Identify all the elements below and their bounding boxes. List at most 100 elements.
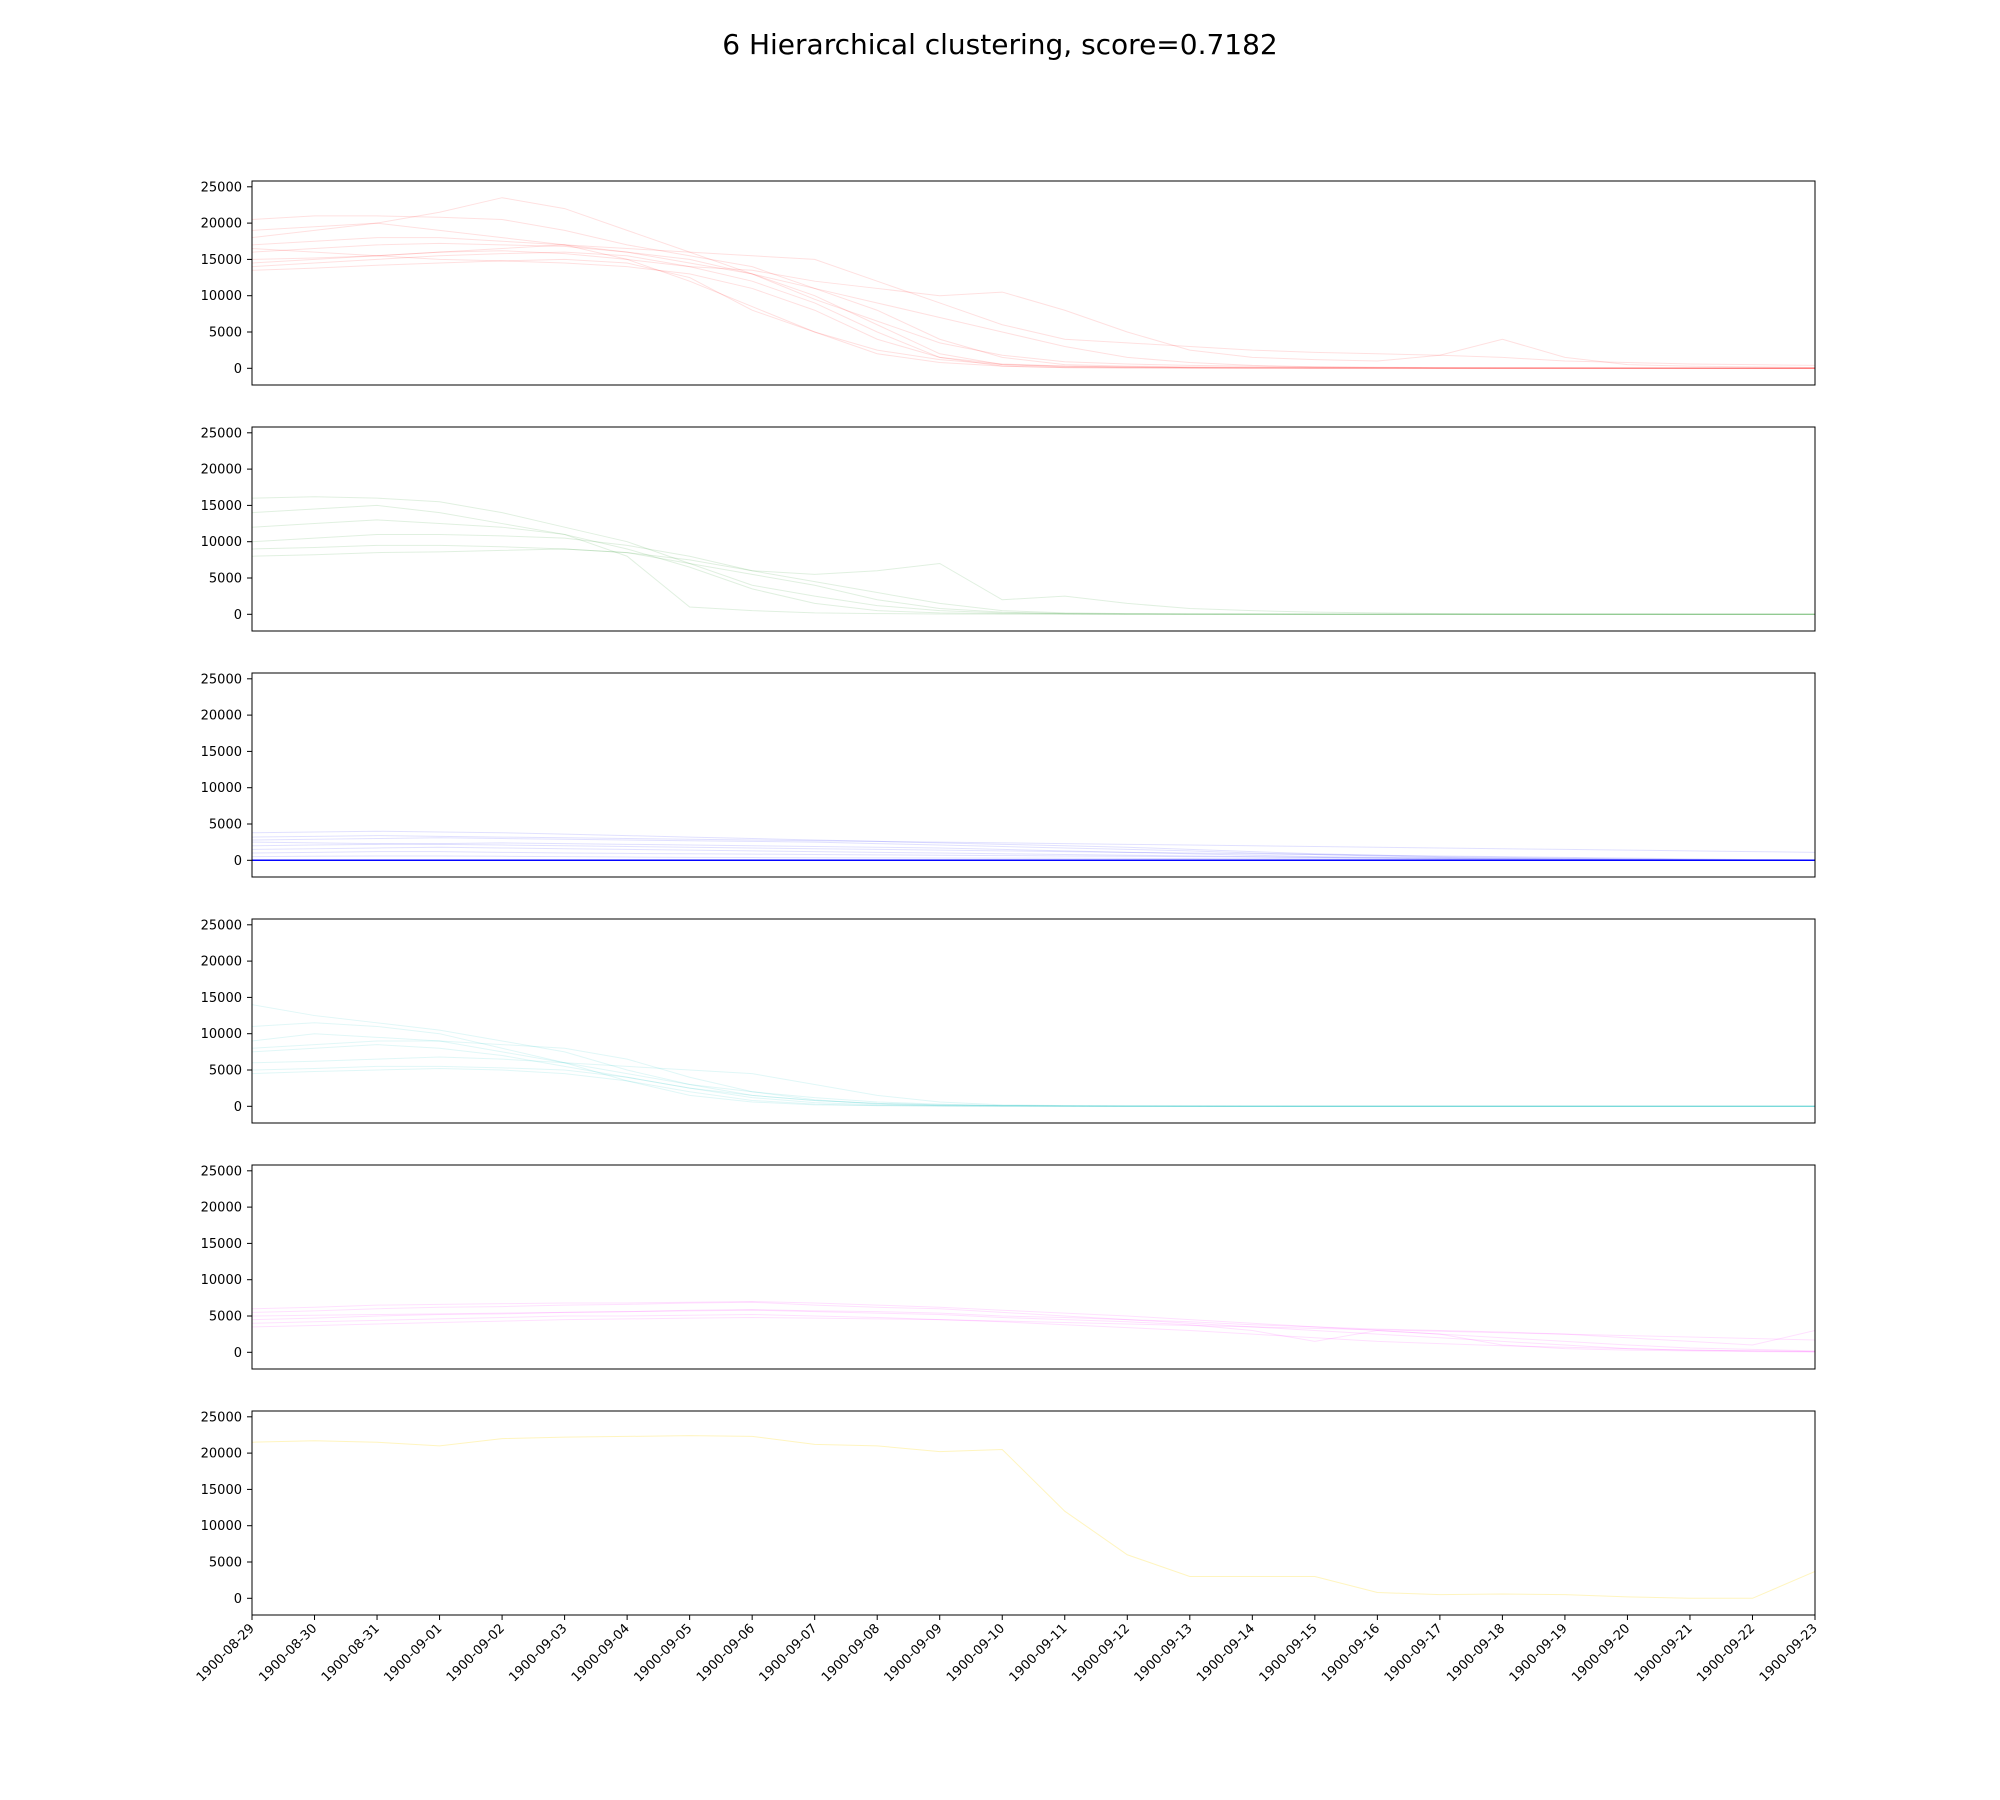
panel-2: 0 5000 10000 15000 20000 25000	[201, 426, 1816, 632]
y-tick-label: 15000	[201, 991, 242, 1006]
y-tick-label: 5000	[209, 818, 242, 833]
series-line	[251, 855, 1816, 861]
series-line	[251, 258, 1815, 369]
series-line	[251, 244, 1815, 369]
y-tick-label: 25000	[201, 918, 242, 933]
x-tick-label: 1900-09-05	[631, 1621, 695, 1685]
x-tick-label: 1900-09-16	[1319, 1621, 1383, 1685]
x-tick-label: 1900-09-08	[819, 1621, 883, 1685]
y-tick-label: 10000	[201, 535, 242, 550]
panel-3: 0 5000 10000 15000 20000 25000	[201, 672, 1816, 878]
x-tick-label: 1900-09-17	[1382, 1621, 1446, 1685]
series-line	[251, 851, 1816, 861]
axes-frame	[251, 918, 1816, 1124]
series-line	[251, 1004, 1815, 1107]
x-tick-label: 1900-09-03	[506, 1621, 570, 1685]
x-tick-label: 1900-09-20	[1569, 1621, 1633, 1685]
x-tick-label: 1900-09-04	[569, 1621, 633, 1685]
y-tick-label: 20000	[201, 955, 242, 970]
series-line	[251, 496, 1815, 615]
series-line	[251, 1308, 1816, 1346]
y-tick-label: 20000	[201, 709, 242, 724]
x-tick-label: 1900-08-31	[319, 1621, 383, 1685]
axes-frame	[251, 1410, 1816, 1616]
x-tick-label: 1900-09-06	[694, 1621, 758, 1685]
series-line	[251, 548, 1815, 615]
series-line	[251, 842, 1816, 861]
panel-6: 05000100001500020000250001900-08-291900-…	[194, 1410, 1821, 1685]
series-line	[251, 250, 1816, 369]
y-tick-label: 20000	[201, 1201, 242, 1216]
series-line	[251, 1056, 1815, 1107]
series-line	[251, 1022, 1815, 1107]
series-line	[251, 835, 1816, 853]
series-line	[251, 1068, 1815, 1107]
y-tick-label: 15000	[201, 499, 242, 514]
axes-frame	[251, 672, 1816, 878]
series-line	[251, 1301, 1816, 1353]
y-tick-label: 10000	[201, 289, 242, 304]
series-line	[251, 215, 1816, 369]
x-tick-label: 1900-09-07	[756, 1621, 820, 1685]
series-line	[251, 544, 1815, 615]
series-line	[251, 841, 1816, 861]
x-tick-label: 1900-09-19	[1507, 1621, 1571, 1685]
y-tick-label: 0	[234, 362, 242, 377]
x-tick-label: 1900-09-15	[1257, 1621, 1321, 1685]
series-line	[251, 1316, 1816, 1341]
y-tick-label: 15000	[201, 745, 242, 760]
y-tick-label: 10000	[201, 1273, 242, 1288]
x-tick-label: 1900-09-12	[1069, 1621, 1133, 1685]
y-tick-label: 10000	[201, 1519, 242, 1534]
series-line	[251, 1033, 1815, 1107]
series-line	[251, 222, 1815, 369]
y-tick-label: 0	[234, 1592, 242, 1607]
series-line	[251, 504, 1815, 615]
y-tick-label: 25000	[201, 1410, 242, 1425]
y-tick-label: 25000	[201, 672, 242, 687]
y-tick-label: 10000	[201, 781, 242, 796]
y-tick-label: 20000	[201, 463, 242, 478]
x-tick-label: 1900-08-29	[194, 1621, 258, 1685]
y-tick-label: 0	[234, 1100, 242, 1115]
axes-frame	[251, 180, 1816, 386]
series-line	[251, 242, 1815, 369]
y-tick-label: 10000	[201, 1027, 242, 1042]
y-tick-label: 25000	[201, 180, 242, 195]
y-tick-label: 25000	[201, 1164, 242, 1179]
panel-4: 0 5000 10000 15000 20000 25000	[201, 918, 1816, 1124]
y-tick-label: 5000	[209, 1064, 242, 1079]
x-tick-label: 1900-09-02	[444, 1621, 508, 1685]
y-tick-label: 5000	[209, 572, 242, 587]
x-tick-label: 1900-09-11	[1007, 1621, 1071, 1685]
y-tick-label: 15000	[201, 1237, 242, 1252]
x-tick-label: 1900-09-21	[1632, 1621, 1696, 1685]
x-tick-label: 1900-08-30	[256, 1621, 320, 1685]
series-line	[251, 519, 1815, 615]
y-tick-label: 20000	[201, 217, 242, 232]
y-tick-label: 0	[234, 608, 242, 623]
y-tick-label: 5000	[209, 1310, 242, 1325]
x-tick-label: 1900-09-23	[1757, 1621, 1821, 1685]
series-line	[251, 1435, 1816, 1599]
series-line	[251, 1065, 1815, 1107]
y-tick-label: 20000	[201, 1447, 242, 1462]
series-line	[251, 533, 1815, 615]
series-line	[251, 248, 1815, 369]
y-tick-label: 5000	[209, 326, 242, 341]
panel-1: 0 5000 10000 15000 20000 25000	[201, 180, 1816, 386]
x-tick-label: 1900-09-13	[1132, 1621, 1196, 1685]
x-tick-label: 1900-09-01	[381, 1621, 445, 1685]
series-line	[251, 1309, 1816, 1353]
series-line	[251, 237, 1816, 366]
y-tick-label: 5000	[209, 1556, 242, 1571]
series-line	[251, 197, 1816, 369]
series-line	[251, 837, 1816, 861]
y-tick-label: 15000	[201, 1483, 242, 1498]
y-tick-label: 25000	[201, 426, 242, 441]
series-line	[251, 830, 1816, 861]
x-tick-label: 1900-09-10	[944, 1621, 1008, 1685]
y-tick-label: 15000	[201, 253, 242, 268]
series-line	[251, 251, 1815, 369]
